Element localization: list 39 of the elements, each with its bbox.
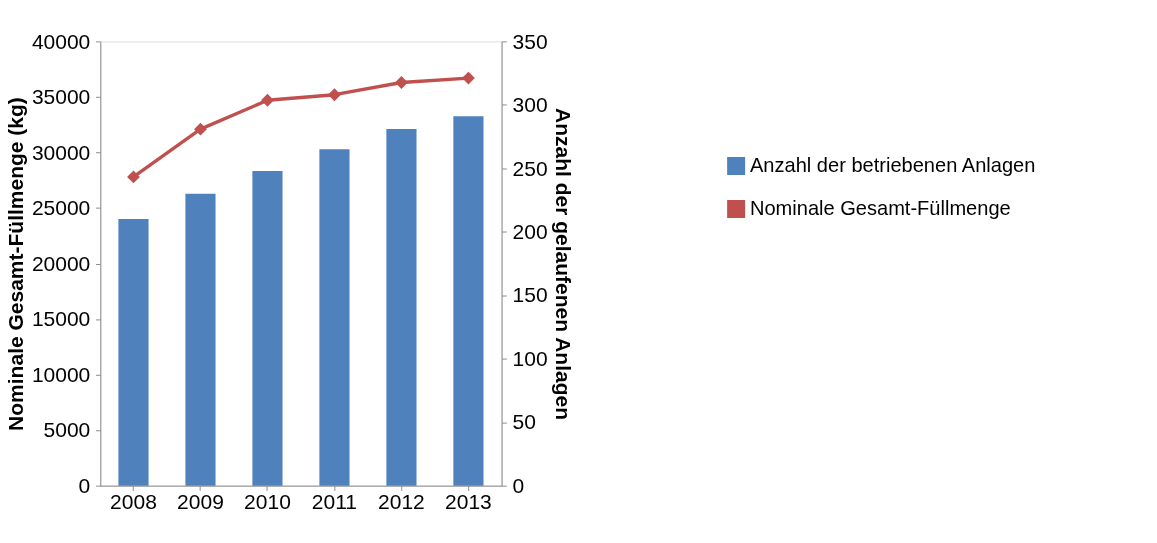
y-tick-label: 30000	[31, 140, 91, 164]
x-tick-label: 2009	[177, 490, 224, 514]
x-tick-label: 2012	[378, 490, 425, 514]
x-tick-label: 2010	[244, 490, 291, 514]
y2-tick-label: 100	[512, 346, 548, 370]
x-tick-label: 2008	[110, 490, 157, 514]
y2-tick-label: 350	[512, 29, 548, 53]
point	[328, 88, 341, 102]
y-tick-label: 35000	[31, 85, 91, 109]
y2-tick-label: 300	[512, 93, 548, 117]
point	[261, 93, 274, 107]
point	[462, 71, 475, 85]
y-tick-label: 25000	[31, 196, 91, 220]
x-tick-label: 2013	[445, 490, 492, 514]
y-tick-label: 20000	[31, 251, 91, 275]
y2-tick-label: 200	[512, 219, 548, 243]
y-tick-label: 40000	[31, 29, 91, 53]
bar	[185, 193, 216, 486]
legend-label: Nominale Gesamt-Füllmenge	[750, 196, 1011, 219]
y2-tick-label: 0	[512, 473, 525, 497]
x-tick-label: 2011	[311, 490, 358, 514]
bar	[453, 116, 484, 486]
y-tick-label: 0	[78, 473, 91, 497]
y2-tick-label: 250	[512, 156, 548, 180]
y-tick-label: 5000	[43, 418, 91, 442]
point	[395, 76, 408, 89]
bar	[118, 219, 149, 486]
point	[127, 170, 140, 184]
bar	[319, 149, 350, 486]
y-tick-label: 10000	[31, 362, 91, 386]
point	[194, 122, 207, 136]
y2-tick-label: 150	[512, 283, 548, 307]
y2-tick-label: 50	[512, 410, 536, 434]
legend-label: Anzahl der betriebenen Anlagen	[750, 153, 1036, 176]
y-axis-title: Nominale Gesamt-Füllmenge (kg)	[4, 97, 28, 431]
y2-axis-title: Anzahl der gelaufenen Anlagen	[552, 108, 576, 420]
bar	[252, 170, 283, 486]
bar	[386, 129, 417, 486]
y-tick-label: 15000	[31, 307, 91, 331]
